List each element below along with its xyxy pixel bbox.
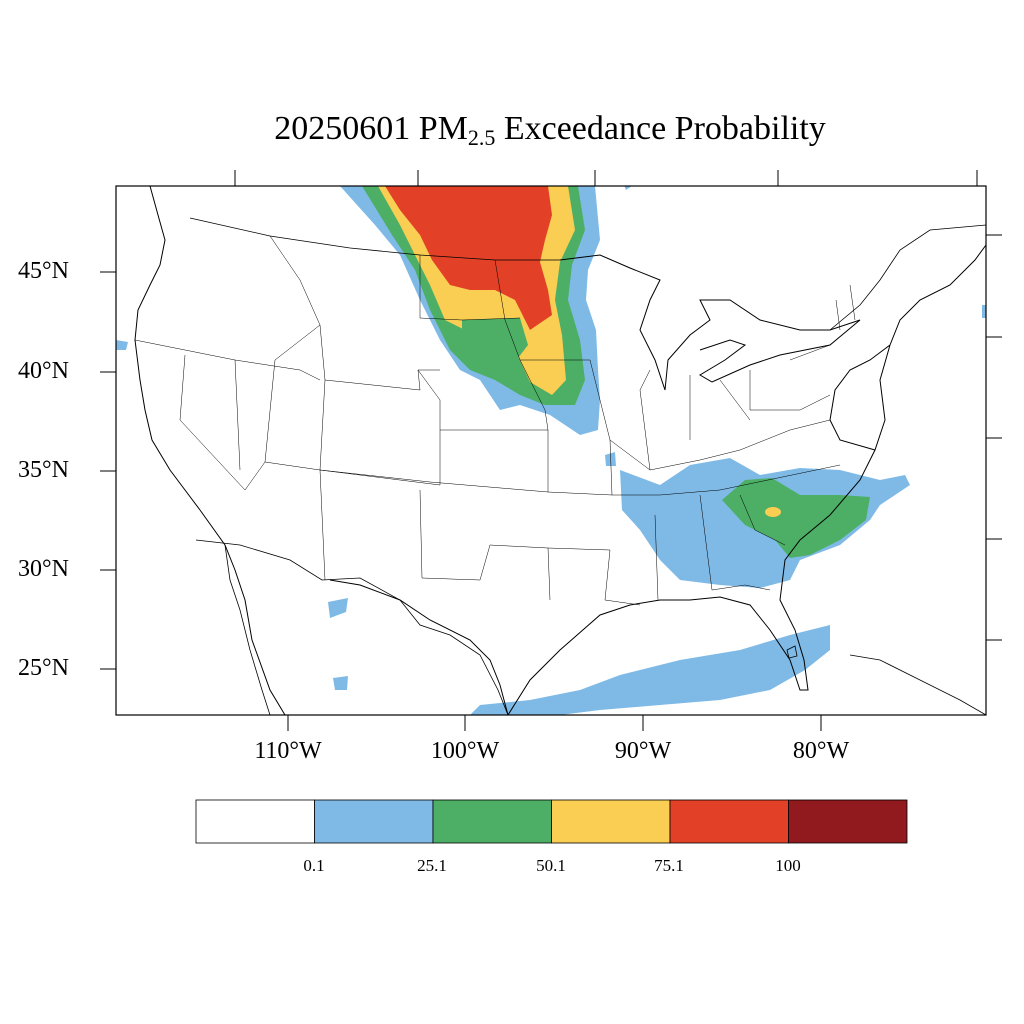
- colorbar: [195, 799, 908, 844]
- lon-label-100w: 100°W: [430, 738, 500, 764]
- geography: [134, 186, 986, 715]
- lat-label-35n: 35°N: [18, 457, 69, 483]
- plot-frame: [115, 185, 987, 716]
- map-title: 20250601 PM2.5 Exceedance Probability: [0, 110, 1024, 151]
- state-line-1: [134, 339, 321, 381]
- colorbar-swatch-2: [432, 799, 552, 844]
- lon-label-110w: 110°W: [254, 738, 322, 764]
- colorbar-swatch-5: [788, 799, 908, 844]
- state-line-11: [419, 489, 551, 601]
- field-southeast-green: [722, 478, 870, 558]
- state-line-15: [612, 464, 841, 496]
- colorbar-label-0-1: 0.1: [303, 856, 325, 875]
- state-line-17: [609, 419, 831, 471]
- canada-border: [189, 217, 986, 331]
- state-line-16: [654, 494, 713, 601]
- title-subscript: 2.5: [467, 125, 496, 150]
- field-patch-michigan: [624, 186, 632, 190]
- lon-label-80w: 80°W: [792, 738, 850, 764]
- lon-label-90w: 90°W: [614, 738, 672, 764]
- state-boundaries: [134, 235, 856, 606]
- state-line-5: [264, 235, 321, 463]
- state-line-19: [749, 344, 831, 411]
- colorbar-label-25-1: 25.1: [417, 856, 447, 875]
- field-patch-texas: [328, 598, 348, 618]
- colorbar-label-75-1: 75.1: [654, 856, 684, 875]
- axis-ticks: [100, 170, 1002, 731]
- field-southeast-yellow: [765, 507, 781, 517]
- field-patch-mexico: [333, 676, 348, 690]
- state-line-12: [547, 547, 641, 606]
- state-line-10: [440, 429, 549, 492]
- colorbar-label-50-1: 50.1: [536, 856, 566, 875]
- state-line-2: [234, 359, 241, 471]
- state-line-14: [520, 359, 613, 496]
- state-line-20: [711, 494, 786, 591]
- lat-label-45n: 45°N: [18, 258, 69, 284]
- baja-coast: [224, 544, 271, 715]
- state-line-8: [319, 469, 613, 496]
- state-line-21: [835, 284, 856, 331]
- field-patch-westcoast: [116, 340, 128, 350]
- state-line-4: [244, 461, 326, 581]
- colorbar-swatch-0: [195, 799, 315, 844]
- florida-lake: [786, 645, 798, 659]
- colorbar-swatch-1: [314, 799, 434, 844]
- lat-label-30n: 30°N: [18, 556, 69, 582]
- mexico-border: [195, 539, 509, 715]
- title-prefix: 20250601 PM: [274, 110, 468, 147]
- lat-label-25n: 25°N: [18, 655, 69, 681]
- east-coastline: [829, 244, 986, 451]
- field-patch-atlantic: [982, 305, 986, 318]
- state-line-6: [319, 324, 440, 391]
- state-line-3: [179, 354, 246, 491]
- gulf-coastline: [329, 344, 891, 715]
- field-north-green-inner: [462, 318, 528, 370]
- great-lakes: [559, 254, 861, 391]
- probability-fields: [116, 186, 986, 715]
- cuba: [849, 654, 986, 715]
- state-line-9: [419, 255, 521, 321]
- title-suffix: Exceedance Probability: [495, 110, 826, 147]
- colorbar-swatch-4: [669, 799, 789, 844]
- colorbar-label-100: 100: [775, 856, 801, 875]
- lat-label-40n: 40°N: [18, 358, 69, 384]
- west-coastline: [134, 186, 286, 715]
- colorbar-swatch-3: [551, 799, 671, 844]
- state-line-7: [319, 369, 441, 486]
- field-gulf-blue: [470, 625, 830, 715]
- state-line-18: [639, 369, 751, 471]
